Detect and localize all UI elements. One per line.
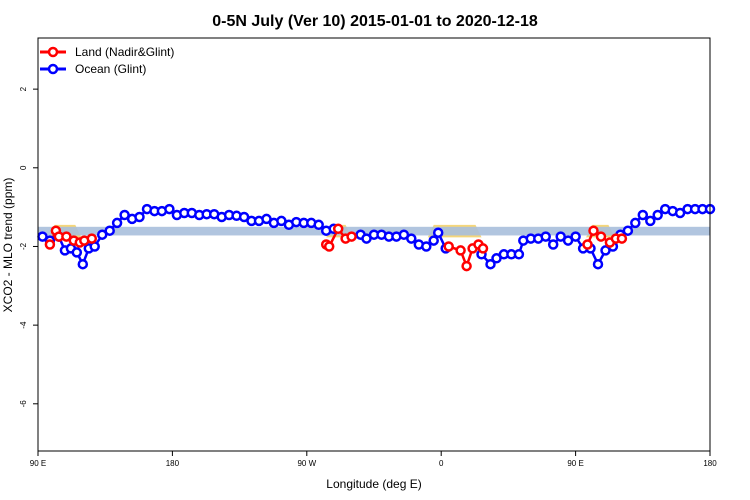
x-tick-label: 180 <box>166 459 180 468</box>
y-tick-label: -4 <box>19 321 28 329</box>
legend-entry-ocean: Ocean (Glint) <box>40 62 146 76</box>
y-tick-label: 0 <box>19 165 28 170</box>
x-ticks: 90 E 180 90 W 0 90 E 180 <box>30 451 717 468</box>
legend-marker-ocean <box>47 63 59 75</box>
ocean-point <box>313 219 324 231</box>
land-point <box>455 245 466 256</box>
ocean-point <box>540 231 551 242</box>
ocean-point <box>547 239 559 250</box>
ocean-point <box>622 225 634 236</box>
land-point <box>588 225 599 236</box>
ocean-point <box>77 258 89 270</box>
land-point <box>86 233 98 244</box>
ocean-point <box>406 233 417 244</box>
y-axis-label: XCO2 - MLO trend (ppm) <box>1 178 15 313</box>
x-tick-label: 180 <box>703 459 717 468</box>
series-points-layer <box>37 203 716 272</box>
land-point <box>461 260 472 272</box>
y-tick-label: -6 <box>19 400 28 408</box>
land-point <box>595 231 607 242</box>
ocean-point <box>652 209 663 221</box>
y-tick-label: -2 <box>19 242 28 250</box>
land-point <box>346 231 357 242</box>
land-point <box>477 243 489 254</box>
ocean-point <box>134 211 145 223</box>
land-point <box>323 241 335 252</box>
x-axis-label: Longitude (deg E) <box>326 477 421 491</box>
legend-marker-land <box>47 46 59 58</box>
x-tick-label: 0 <box>439 459 444 468</box>
legend-label-ocean: Ocean (Glint) <box>75 62 146 76</box>
legend-label-land: Land (Nadir&Glint) <box>75 45 174 59</box>
x-tick-label: 90 E <box>30 459 46 468</box>
ocean-point <box>164 203 175 215</box>
x-tick-label: 90 W <box>297 459 316 468</box>
ocean-point <box>562 235 574 246</box>
x-tick-label: 90 E <box>567 459 583 468</box>
ocean-point <box>637 209 649 221</box>
ocean-point <box>96 229 108 240</box>
land-point <box>582 239 593 250</box>
ocean-point <box>428 235 439 246</box>
land-point <box>443 241 454 252</box>
ocean-point <box>630 217 641 229</box>
y-ticks: 2 0 -2 -4 -6 <box>19 86 38 407</box>
ocean-point <box>111 217 123 229</box>
ocean-point <box>645 215 656 227</box>
ocean-point <box>485 258 496 270</box>
land-point <box>332 223 344 235</box>
legend: Land (Nadir&Glint) Ocean (Glint) <box>40 45 174 76</box>
ocean-point <box>570 231 581 242</box>
y-tick-label: 2 <box>19 86 28 91</box>
ocean-point <box>421 241 432 252</box>
ocean-point <box>104 225 115 236</box>
ocean-point <box>513 249 525 260</box>
plot-frame <box>37 37 711 452</box>
ocean-point <box>71 247 83 258</box>
land-point <box>44 239 56 250</box>
ocean-point <box>592 258 604 270</box>
ocean-point <box>432 227 444 238</box>
land-point <box>616 233 628 244</box>
chart-title: 0-5N July (Ver 10) 2015-01-01 to 2020-12… <box>212 13 538 30</box>
legend-entry-land: Land (Nadir&Glint) <box>40 45 174 59</box>
